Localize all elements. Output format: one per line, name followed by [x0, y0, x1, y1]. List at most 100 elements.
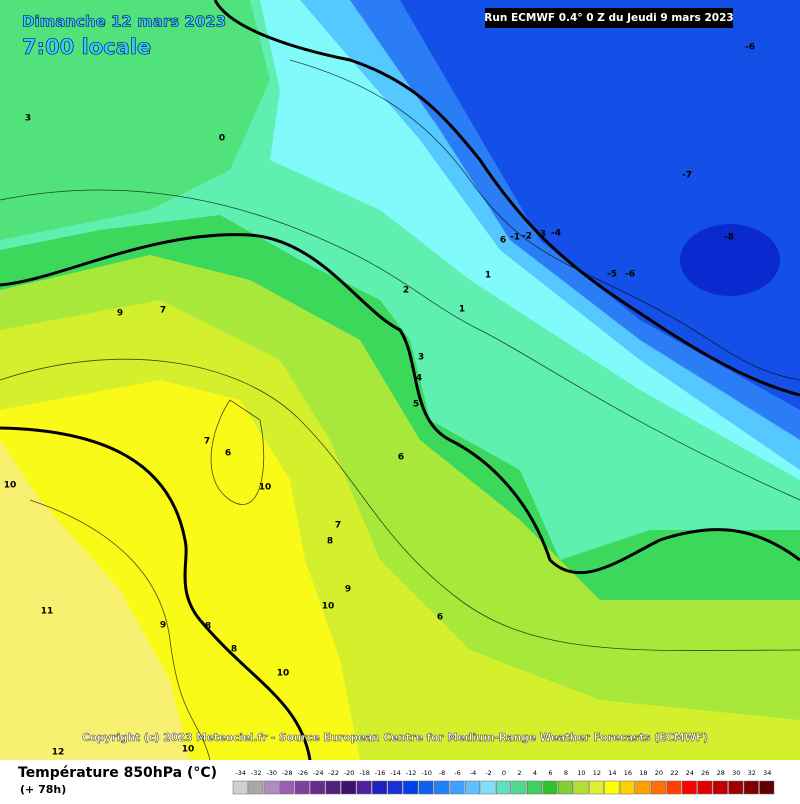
scale-label: 2 — [517, 769, 521, 777]
contour-label: 5 — [413, 400, 419, 410]
color-scale: -34 -32 -30 -28 -26 -24 -22 -20 -18 -16 -14 -12 -10-… — [232, 769, 775, 795]
contour-label: 9 — [345, 585, 351, 595]
scale-label: 10 — [577, 769, 585, 777]
scale-swatch — [557, 780, 573, 795]
scale-label: -26 — [297, 769, 308, 777]
contour-label: 4 — [416, 374, 422, 384]
scale-swatch — [325, 780, 341, 795]
copyright: Copyright (c) 2023 Meteociel.fr - Source… — [82, 732, 708, 744]
scale-swatch — [697, 780, 713, 795]
contour-label: -1 — [510, 233, 520, 243]
scale-label: -24 — [313, 769, 324, 777]
scale-swatch — [449, 780, 465, 795]
legend-title: Température 850hPa (°C) — [18, 765, 217, 781]
scale-label: 12 — [593, 769, 601, 777]
scale-swatch — [496, 780, 511, 795]
scale-label: -4 — [470, 769, 476, 777]
isotherm-thick — [213, 0, 800, 397]
scale-swatch — [511, 780, 527, 795]
contour-label: 12 — [52, 748, 65, 758]
scale-label: 26 — [701, 769, 709, 777]
contour-label: 3 — [418, 353, 424, 363]
scale-label: -18 — [359, 769, 370, 777]
scale-swatch — [465, 780, 481, 795]
contour — [0, 358, 800, 652]
scale-swatch — [666, 780, 682, 795]
contour-label: -4 — [551, 229, 561, 239]
contour — [210, 399, 265, 505]
scale-label: 4 — [533, 769, 537, 777]
contour-label: 0 — [219, 134, 225, 144]
contour — [289, 59, 800, 381]
scale-swatch — [681, 780, 697, 795]
scale-label: -8 — [439, 769, 445, 777]
scale-label: 14 — [608, 769, 616, 777]
contour-label: -7 — [682, 171, 692, 181]
scale-swatch — [310, 780, 326, 795]
scale-label: 8 — [564, 769, 568, 777]
scale-label: 30 — [732, 769, 740, 777]
scale-label: 20 — [655, 769, 663, 777]
band-green-top — [0, 0, 270, 240]
contour-label: 9 — [160, 621, 166, 631]
scale-label: 24 — [686, 769, 694, 777]
scale-swatch — [418, 780, 434, 795]
scale-label: -32 — [251, 769, 262, 777]
scale-label: 22 — [670, 769, 678, 777]
contour-label: -5 — [607, 270, 617, 280]
scale-swatch — [403, 780, 419, 795]
contour-label: 2 — [403, 286, 409, 296]
scale-swatch — [279, 780, 295, 795]
contour-label: 1 — [459, 305, 465, 315]
scale-swatch — [635, 780, 651, 795]
contour-label: 10 — [259, 483, 272, 493]
cold-core — [680, 224, 780, 296]
contour-label: 6 — [398, 453, 404, 463]
contour-label: 7 — [160, 306, 166, 316]
legend-subtitle: (+ 78h) — [20, 783, 66, 796]
isotherm-thick — [0, 426, 312, 761]
scale-swatch — [588, 780, 604, 795]
scale-swatch — [248, 780, 264, 795]
contour-label: -3 — [536, 230, 546, 240]
scale-label: 6 — [548, 769, 552, 777]
scale-label: -10 — [421, 769, 432, 777]
contour — [0, 189, 800, 501]
scale-label: -6 — [454, 769, 460, 777]
run-box — [485, 8, 733, 28]
scale-swatch — [526, 780, 542, 795]
contour-label: 10 — [4, 481, 17, 491]
scale-label: -16 — [375, 769, 386, 777]
scale-swatch — [341, 780, 357, 795]
scale-swatch — [372, 780, 388, 795]
contour-label: 6 — [500, 236, 506, 246]
scale-swatch — [728, 780, 744, 795]
scale-label: -34 — [235, 769, 246, 777]
scale-swatch — [263, 780, 279, 795]
contour-label: 10 — [277, 669, 290, 679]
scale-label: -20 — [344, 769, 355, 777]
scale-label: 32 — [748, 769, 756, 777]
scale-label: -22 — [328, 769, 339, 777]
scale-swatch — [387, 780, 403, 795]
contour-label: 6 — [437, 613, 443, 623]
scale-swatch — [232, 780, 248, 795]
contour-label: -6 — [745, 43, 755, 53]
contour-label: 8 — [205, 622, 211, 632]
scale-swatch — [759, 780, 775, 795]
scale-label: -28 — [282, 769, 293, 777]
scale-label: 16 — [624, 769, 632, 777]
contour-label: -2 — [522, 232, 532, 242]
scale-swatch — [356, 780, 372, 795]
time: 7:00 locale — [22, 35, 151, 59]
scale-label: 0 — [502, 769, 506, 777]
contour-label: 9 — [117, 309, 123, 319]
contour-label: 10 — [182, 745, 195, 755]
scale-swatch — [542, 780, 558, 795]
scale-swatch — [650, 780, 666, 795]
scale-swatch — [294, 780, 310, 795]
scale-swatch — [480, 780, 496, 795]
scale-swatch — [743, 780, 759, 795]
contour-label: -6 — [625, 270, 635, 280]
contour-label: 7 — [335, 521, 341, 531]
